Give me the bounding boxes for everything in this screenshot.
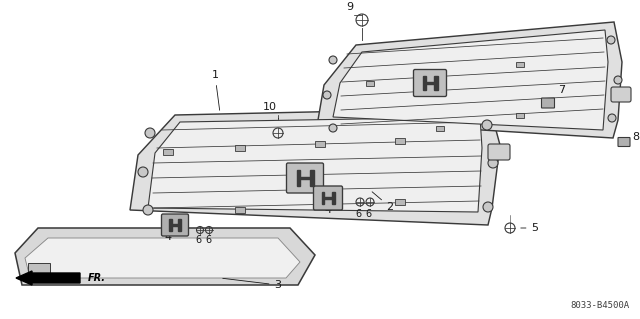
Text: 8033-B4500A: 8033-B4500A [570,300,630,309]
Circle shape [329,124,337,132]
Polygon shape [130,108,500,225]
Bar [426,82,434,84]
Text: 10: 10 [263,102,277,112]
Text: 5: 5 [521,223,538,233]
Text: 3: 3 [223,278,282,290]
Bar [436,75,444,79]
Text: 6: 6 [365,209,371,219]
Text: 2: 2 [372,192,394,212]
Bar [315,203,325,209]
Bar [434,76,438,90]
Circle shape [607,36,615,44]
Polygon shape [318,22,622,138]
Circle shape [145,128,155,138]
Polygon shape [333,30,608,130]
Circle shape [483,202,493,212]
Bar [310,170,314,186]
Text: 4: 4 [324,205,332,215]
Text: 6: 6 [205,235,211,245]
Circle shape [138,167,148,177]
Circle shape [614,76,622,84]
Bar [516,62,524,66]
FancyBboxPatch shape [314,186,342,210]
Text: FR.: FR. [88,273,106,283]
Bar [296,170,300,186]
Text: 8: 8 [632,132,639,142]
Polygon shape [15,228,315,285]
Bar [422,76,426,90]
Circle shape [323,91,331,99]
Bar [395,199,405,205]
Text: 4: 4 [164,232,172,242]
FancyBboxPatch shape [287,163,323,193]
Bar [163,149,173,155]
FancyBboxPatch shape [618,137,630,146]
Circle shape [482,120,492,130]
Bar [235,145,245,151]
FancyBboxPatch shape [488,144,510,160]
Bar [324,197,332,199]
Bar [395,138,405,144]
FancyBboxPatch shape [611,87,631,102]
Bar [235,207,245,213]
Text: 1: 1 [211,70,220,110]
Bar [179,219,181,231]
FancyArrow shape [16,271,80,285]
Text: 6: 6 [355,209,361,219]
Bar [332,192,335,204]
Bar [516,113,524,117]
Bar [28,263,50,278]
Bar [436,125,444,130]
Text: 9: 9 [346,2,353,12]
Circle shape [608,114,616,122]
Polygon shape [25,238,300,278]
FancyBboxPatch shape [541,98,554,108]
Bar [300,176,310,180]
FancyBboxPatch shape [161,214,189,236]
Circle shape [143,205,153,215]
Bar [169,219,172,231]
Bar [321,192,324,204]
Bar [315,141,325,147]
Circle shape [488,158,498,168]
FancyBboxPatch shape [413,70,447,97]
Text: 6: 6 [195,235,201,245]
Bar [366,80,374,85]
Text: 7: 7 [552,85,566,100]
Polygon shape [148,117,482,212]
Circle shape [329,56,337,64]
Bar [172,224,179,226]
